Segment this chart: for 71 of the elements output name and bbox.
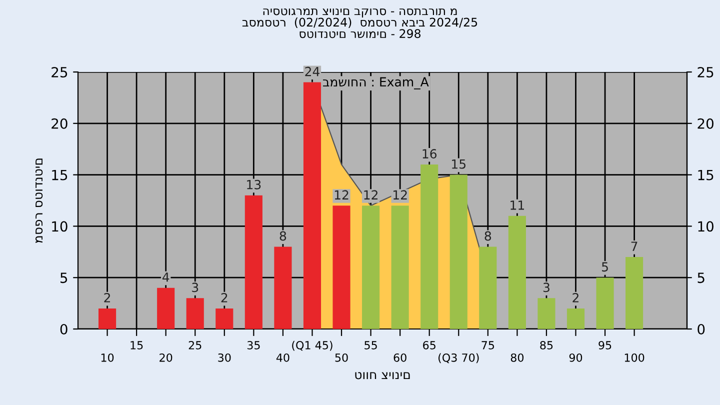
- data-label: 15: [452, 159, 466, 169]
- x-tick-label: 60: [394, 353, 406, 362]
- x-tick-label: 25: [188, 341, 202, 350]
- bar: [186, 298, 204, 329]
- data-label: 16: [422, 149, 437, 158]
- data-label: 2: [572, 292, 578, 302]
- data-label: 5: [602, 262, 608, 272]
- data-label: 3: [543, 282, 550, 292]
- bar: [216, 308, 234, 329]
- y-tick-label: 25: [52, 66, 68, 78]
- x-axis-title: טווח ציונים: [355, 372, 410, 380]
- y2-tick-label: 10: [698, 221, 714, 232]
- x-tick-label: 90: [569, 353, 582, 362]
- data-label: 2: [104, 292, 110, 302]
- bar: [508, 216, 526, 329]
- data-label: 3: [192, 282, 198, 292]
- x-tick-label: 100: [624, 353, 644, 362]
- x-tick-label: 95: [598, 341, 612, 350]
- bar: [303, 82, 322, 329]
- x-tick-label: 30: [218, 353, 231, 362]
- x-tick-label: 35: [247, 341, 260, 350]
- y-tick-label: 10: [52, 221, 68, 232]
- bar: [626, 257, 644, 329]
- y2-tick-label: 0: [698, 324, 705, 334]
- data-label: 24: [305, 66, 320, 76]
- x-tick-label: 75: [482, 341, 494, 350]
- bar: [420, 164, 438, 329]
- x-tick-label: (Q1 45): [292, 340, 332, 351]
- y2-tick-label: 20: [698, 118, 714, 129]
- bar: [479, 246, 497, 329]
- data-label: 8: [484, 231, 492, 241]
- data-label: 11: [510, 200, 524, 210]
- data-label: 13: [247, 180, 261, 190]
- bar: [362, 206, 380, 329]
- bar: [244, 195, 262, 329]
- x-tick-label: (Q3 70): [438, 353, 479, 364]
- annotation: במשוחה : Exam_A: [323, 77, 429, 90]
- bar: [450, 174, 468, 329]
- y2-tick-label: 25: [698, 66, 714, 78]
- x-tick-label: 40: [276, 353, 290, 362]
- data-label: 12: [334, 190, 348, 200]
- y2-tick-label: 5: [698, 272, 704, 284]
- x-tick-label: 65: [423, 341, 436, 350]
- x-tick-label: 20: [160, 353, 172, 362]
- y-tick-label: 15: [52, 170, 68, 180]
- x-tick-label: 80: [510, 353, 524, 362]
- y-axis-title: מספר סטודנטים: [36, 158, 43, 244]
- data-label: 8: [280, 231, 286, 241]
- data-label: 12: [393, 190, 407, 200]
- bar: [596, 278, 614, 329]
- y-tick-label: 0: [60, 324, 68, 334]
- data-label: 7: [631, 242, 638, 251]
- x-tick-label: 50: [335, 353, 348, 362]
- y2-tick-label: 15: [698, 170, 714, 180]
- y-tick-label: 20: [52, 118, 68, 129]
- x-tick-label: 85: [540, 341, 553, 350]
- data-label: 12: [364, 190, 378, 200]
- data-label: 2: [221, 292, 228, 302]
- bar: [98, 308, 116, 329]
- data-label: 4: [162, 272, 170, 282]
- bar: [538, 298, 556, 329]
- x-tick-label: 10: [101, 353, 114, 362]
- bar: [274, 246, 292, 329]
- x-tick-label: 15: [130, 341, 143, 350]
- bar: [391, 206, 409, 329]
- bar: [566, 308, 585, 329]
- y-tick-label: 5: [60, 272, 68, 284]
- x-tick-label: 55: [364, 341, 377, 350]
- bar: [157, 288, 175, 329]
- bar: [332, 206, 350, 329]
- chart-title: היסטוגרמת ציונים בקורס - הסתברות מ בסמסטר (02/2024) סמסטר אביב 2024/25 סטודנטים רשומים - 298: [242, 8, 478, 38]
